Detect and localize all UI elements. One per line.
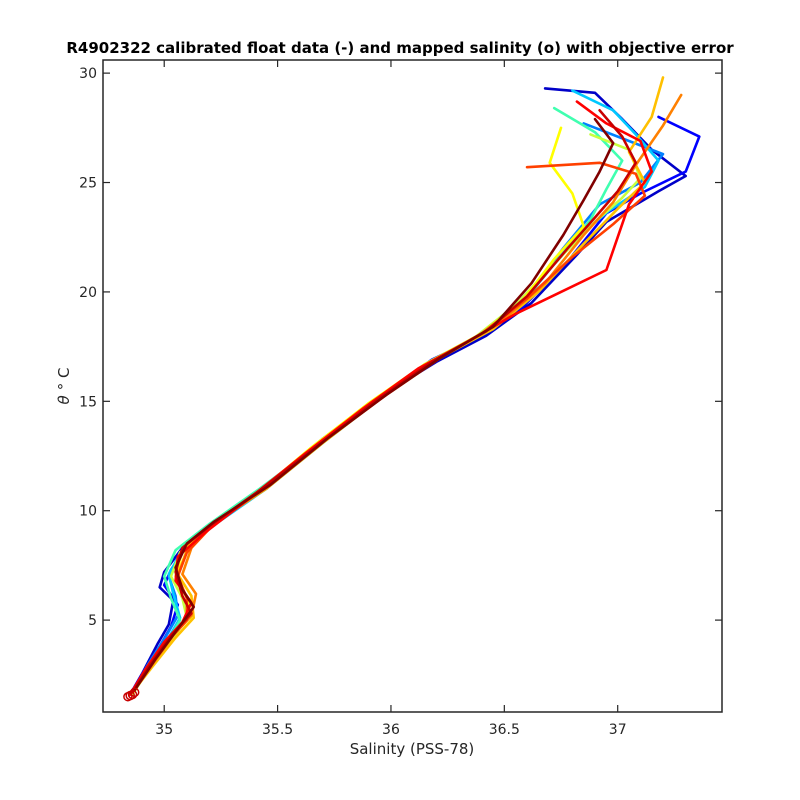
y-tick-label: 10	[79, 504, 97, 520]
x-tick-label: 36	[382, 722, 400, 738]
x-tick-label: 36.5	[489, 722, 520, 738]
y-tick-label: 15	[79, 394, 97, 410]
y-axis: 5 10 15 20 25 30	[79, 66, 722, 629]
mapped-salinity-layer	[123, 687, 140, 702]
x-axis: 35 35.5 36 36.5 37	[155, 60, 627, 738]
y-axis-label-unit: ° C	[55, 368, 73, 391]
x-tick-label: 37	[609, 722, 627, 738]
mapped-salinity-point	[129, 687, 140, 698]
plot-area	[103, 60, 722, 712]
x-axis-label: Salinity (PSS-78)	[350, 740, 475, 758]
x-tick-label: 35	[155, 722, 173, 738]
profile-line-11	[128, 100, 653, 696]
y-tick-label: 5	[88, 613, 97, 629]
y-tick-label: 20	[79, 285, 97, 301]
y-axis-label-symbol: θ	[55, 395, 73, 404]
y-tick-label: 30	[79, 66, 97, 82]
x-tick-label: 35.5	[262, 722, 293, 738]
y-tick-label: 25	[79, 176, 97, 192]
axes-frame	[102, 59, 723, 713]
series-layer	[128, 76, 701, 696]
profile-line-13	[133, 117, 615, 692]
y-axis-label: θ ° C	[55, 368, 73, 405]
chart-title: R4902322 calibrated float data (-) and m…	[66, 39, 734, 57]
